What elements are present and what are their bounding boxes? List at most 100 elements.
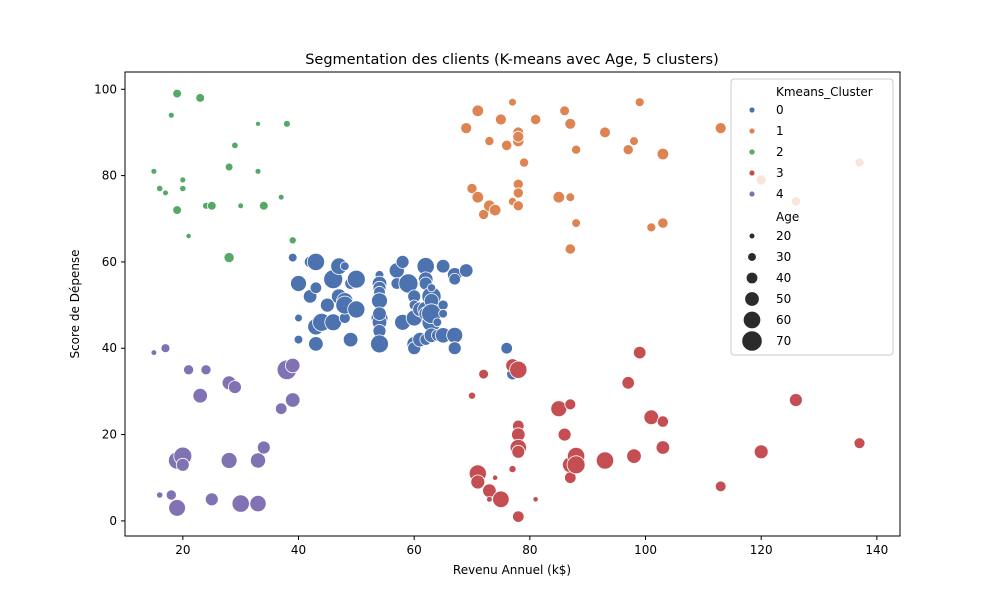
chart-title: Segmentation des clients (K-means avec A… (305, 52, 719, 68)
data-point-cluster-3 (853, 437, 866, 450)
data-point-cluster-4 (192, 388, 208, 404)
plot-frame (124, 71, 901, 537)
data-point-cluster-2 (162, 189, 169, 197)
data-point-cluster-1 (512, 200, 524, 212)
y-axis: 0 20 40 60 80 100 (94, 82, 125, 528)
data-point-cluster-3 (470, 474, 486, 490)
data-point-cluster-1 (512, 130, 525, 143)
data-point-cluster-1 (599, 126, 611, 139)
data-point-cluster-1 (559, 105, 570, 117)
legend-marker-cluster-1 (748, 127, 756, 135)
legend-marker-cluster-0 (748, 106, 756, 114)
data-point-cluster-3 (486, 495, 493, 503)
data-point-cluster-1 (657, 217, 669, 229)
data-point-cluster-3 (512, 510, 525, 523)
data-point-cluster-0 (432, 317, 443, 328)
data-point-cluster-1 (622, 144, 634, 156)
legend: Kmeans_Cluster Age 0 1 2 3 4 20 30 40 50 60 70 (730, 78, 894, 356)
x-axis: 20 40 60 80 100 120 140 (175, 536, 888, 557)
legend-size-marker (742, 310, 762, 330)
data-point-cluster-0 (306, 252, 325, 271)
data-point-cluster-4 (150, 349, 158, 356)
legend-box (730, 78, 894, 356)
legend-hue-entries: 0 1 2 3 4 (748, 103, 784, 201)
data-point-cluster-2 (167, 111, 175, 119)
data-point-cluster-2 (150, 167, 158, 175)
data-point-cluster-0 (372, 306, 387, 321)
data-point-cluster-4 (249, 452, 266, 469)
data-point-cluster-0 (438, 308, 448, 319)
data-point-cluster-1 (656, 147, 670, 161)
y-tick-label: 20 (102, 428, 117, 442)
data-point-cluster-2 (223, 252, 235, 264)
data-point-cluster-3 (509, 360, 528, 379)
data-point-cluster-0 (437, 299, 449, 311)
x-tick-label: 40 (291, 543, 306, 557)
data-point-cluster-4 (227, 380, 242, 395)
x-tick-label: 20 (175, 543, 190, 557)
y-axis-label: Score de Dépense (68, 249, 82, 358)
data-point-cluster-0 (309, 281, 323, 295)
legend-marker-cluster-4 (748, 190, 756, 198)
x-tick-label: 60 (407, 543, 422, 557)
legend-size-marker (741, 330, 763, 352)
data-point-cluster-0 (294, 313, 303, 323)
data-point-cluster-4 (183, 364, 195, 376)
data-point-cluster-2 (258, 201, 269, 211)
data-point-cluster-2 (282, 119, 291, 128)
data-point-cluster-0 (319, 297, 335, 313)
legend-label-cluster-3: 3 (776, 166, 784, 180)
legend-label-cluster-4: 4 (776, 187, 784, 201)
data-point-cluster-2 (237, 202, 245, 210)
data-point-cluster-1 (508, 97, 517, 107)
y-tick-label: 80 (102, 169, 117, 183)
data-point-cluster-3 (621, 376, 635, 390)
data-point-cluster-4 (275, 402, 288, 415)
data-point-cluster-0 (435, 259, 451, 274)
data-point-cluster-0 (448, 273, 461, 286)
data-point-cluster-3 (789, 393, 803, 407)
data-point-cluster-0 (342, 331, 359, 348)
data-point-cluster-1 (646, 222, 657, 233)
data-point-cluster-2 (195, 93, 206, 103)
data-point-cluster-4 (204, 492, 219, 507)
data-point-cluster-3 (511, 444, 526, 459)
data-point-cluster-1 (571, 144, 582, 155)
data-point-cluster-1 (529, 113, 542, 126)
data-point-cluster-4 (231, 494, 250, 513)
data-point-cluster-0 (324, 313, 343, 332)
data-point-cluster-3 (643, 409, 660, 426)
data-point-cluster-1 (488, 203, 502, 217)
data-point-cluster-4 (165, 489, 177, 501)
legend-hue-title: Kmeans_Cluster (776, 85, 873, 99)
data-point-cluster-3 (550, 400, 568, 418)
x-tick-label: 100 (634, 543, 657, 557)
legend-size-label: 70 (776, 334, 791, 348)
data-point-cluster-0 (370, 334, 389, 354)
data-point-cluster-4 (256, 440, 271, 455)
points-layer (150, 88, 866, 523)
legend-size-marker (744, 291, 760, 307)
x-tick-label: 140 (865, 543, 888, 557)
data-point-cluster-2 (277, 193, 285, 201)
legend-size-label: 50 (776, 292, 791, 306)
data-point-cluster-0 (339, 261, 350, 272)
data-point-cluster-0 (371, 292, 388, 310)
data-point-cluster-1 (629, 136, 639, 146)
data-point-cluster-2 (224, 162, 234, 172)
data-point-cluster-4 (200, 364, 212, 376)
data-point-cluster-0 (500, 342, 513, 355)
data-point-cluster-0 (395, 254, 410, 269)
data-point-cluster-2 (254, 120, 261, 127)
data-point-cluster-4 (175, 457, 190, 472)
data-point-cluster-2 (179, 184, 187, 193)
legend-marker-cluster-2 (748, 148, 756, 156)
y-tick-label: 0 (109, 514, 117, 528)
data-point-cluster-1 (564, 117, 577, 130)
data-point-cluster-0 (459, 263, 474, 278)
data-point-cluster-0 (347, 300, 366, 319)
data-point-cluster-3 (532, 496, 539, 503)
data-point-cluster-1 (478, 208, 490, 220)
data-point-cluster-4 (156, 491, 164, 499)
